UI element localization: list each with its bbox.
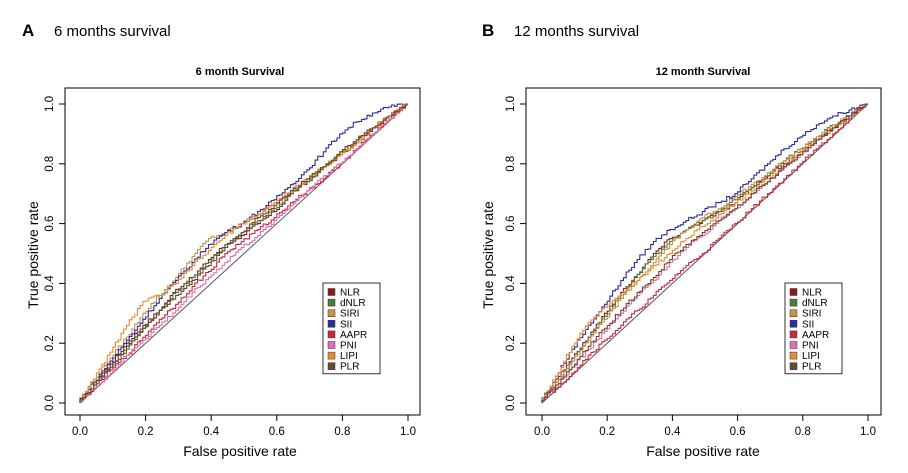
roc-curve-aapr	[541, 103, 868, 403]
plot-area-b: 0.0 0.2 0.4 0.6 0.8 1.0 0.0 0.2 0.4 0.6 0.8 1.0 NLRd…	[505, 87, 882, 438]
legend-swatch-pni	[789, 341, 798, 349]
plot-area-a: 0.0 0.2 0.4 0.6 0.8 1.0 0.0 0.2 0.4 0.6 0.8 1.0 NLRd…	[44, 87, 421, 438]
plot-title-b: 12 month Survival	[656, 66, 751, 78]
plot-frame	[525, 87, 882, 416]
legend-label-lipi: LIPI	[340, 351, 358, 362]
x-tick-label: 1.0	[860, 426, 876, 438]
y-tick-label: 0.4	[44, 275, 56, 292]
x-tick-label: 0.4	[664, 426, 681, 438]
legend-label-plr: PLR	[340, 362, 359, 373]
y-tick-label: 0.2	[505, 335, 517, 351]
x-axis-label-b: False positive rate	[646, 443, 760, 459]
roc-curve-plr	[79, 103, 408, 403]
y-tick-label: 1.0	[44, 96, 56, 112]
legend-swatch-lipi	[327, 351, 336, 360]
y-tick-label: 1.0	[505, 96, 517, 112]
x-tick-label: 0.2	[138, 426, 154, 438]
x-tick-label: 0.8	[334, 426, 350, 438]
legend-label-aapr: AAPR	[802, 330, 829, 341]
y-tick-label: 0.6	[505, 216, 517, 232]
x-tick-label: 0.6	[269, 426, 285, 438]
panel-b: B 12 months survival 12 month Survival 0…	[480, 21, 882, 459]
panel-caption-a: 6 months survival	[54, 23, 171, 40]
x-tick-label: 0.0	[72, 426, 88, 438]
x-tick-label: 0.4	[203, 426, 220, 438]
x-axis-label-a: False positive rate	[183, 443, 297, 459]
legend-swatch-pni	[327, 341, 336, 349]
legend-swatch-nlr	[327, 288, 336, 296]
legend-swatch-sii	[327, 320, 336, 328]
y-tick-label: 0.6	[44, 216, 56, 232]
legend-label-dnlr: dNLR	[802, 298, 828, 309]
panel-letter-b: B	[482, 21, 494, 40]
legend-swatch-lipi	[789, 351, 798, 360]
legend-label-pni: PNI	[802, 341, 819, 352]
y-axis-label-b: True positive rate	[480, 201, 496, 309]
legend-label-aapr: AAPR	[340, 330, 367, 341]
legend-swatch-sii	[789, 320, 798, 328]
legend-swatch-nlr	[789, 288, 798, 296]
legend-label-siri: SIRI	[340, 309, 359, 320]
legend-swatch-plr	[327, 362, 336, 370]
roc-curve-siri	[541, 103, 868, 403]
legend-swatch-aapr	[789, 330, 798, 339]
y-tick-label: 0.8	[505, 156, 517, 172]
legend-swatch-dnlr	[789, 298, 798, 307]
x-tick-label: 0.2	[599, 426, 615, 438]
y-tick-label: 0.0	[44, 395, 56, 411]
y-tick-label: 0.4	[505, 275, 517, 292]
legend-swatch-siri	[327, 309, 336, 317]
x-tick-label: 0.0	[534, 426, 550, 438]
panel-caption-b: 12 months survival	[514, 23, 639, 40]
legend-label-plr: PLR	[802, 362, 821, 373]
legend-label-pni: PNI	[340, 341, 357, 352]
legend-label-siri: SIRI	[802, 309, 821, 320]
x-tick-label: 0.8	[795, 426, 811, 438]
legend-label-dnlr: dNLR	[340, 298, 366, 309]
y-tick-label: 0.2	[44, 335, 56, 351]
roc-curve-pni	[79, 103, 408, 403]
legend-label-sii: SII	[340, 319, 352, 330]
legend-swatch-plr	[789, 362, 798, 370]
panel-letter-a: A	[22, 21, 34, 40]
legend-label-lipi: LIPI	[802, 351, 820, 362]
legend-swatch-aapr	[327, 330, 336, 339]
legend-label-nlr: NLR	[340, 288, 360, 299]
roc-curve-plr	[541, 103, 868, 403]
legend-swatch-siri	[789, 309, 798, 317]
roc-curve-lipi	[79, 103, 408, 403]
roc-curve-sii	[541, 103, 868, 403]
panel-a: A 6 months survival 6 month Survival 0.0…	[22, 21, 421, 459]
x-tick-label: 1.0	[400, 426, 416, 438]
y-tick-label: 0.8	[44, 156, 56, 172]
y-axis-label-a: True positive rate	[25, 201, 41, 309]
x-tick-label: 0.6	[730, 426, 746, 438]
plot-frame	[64, 87, 421, 416]
plot-title-a: 6 month Survival	[196, 66, 285, 78]
y-tick-label: 0.0	[505, 395, 517, 411]
legend-swatch-dnlr	[327, 298, 336, 307]
legend-label-sii: SII	[802, 319, 814, 330]
legend-label-nlr: NLR	[802, 288, 822, 299]
